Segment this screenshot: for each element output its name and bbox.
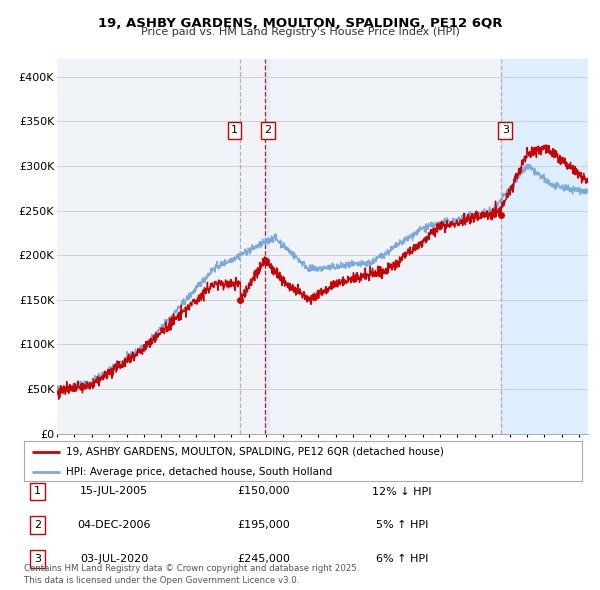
Text: £150,000: £150,000 [238, 487, 290, 496]
Text: 03-JUL-2020: 03-JUL-2020 [80, 554, 148, 563]
Text: Contains HM Land Registry data © Crown copyright and database right 2025.
This d: Contains HM Land Registry data © Crown c… [24, 565, 359, 585]
Text: 5% ↑ HPI: 5% ↑ HPI [376, 520, 428, 530]
Bar [265, 59, 269, 434]
Text: 2: 2 [265, 125, 272, 135]
Text: 15-JUL-2005: 15-JUL-2005 [80, 487, 148, 496]
Text: 6% ↑ HPI: 6% ↑ HPI [376, 554, 428, 563]
Text: 04-DEC-2006: 04-DEC-2006 [77, 520, 151, 530]
Text: 3: 3 [34, 554, 41, 563]
Text: 12% ↓ HPI: 12% ↓ HPI [372, 487, 432, 496]
Text: 19, ASHBY GARDENS, MOULTON, SPALDING, PE12 6QR (detached house): 19, ASHBY GARDENS, MOULTON, SPALDING, PE… [66, 447, 444, 457]
Text: Price paid vs. HM Land Registry's House Price Index (HPI): Price paid vs. HM Land Registry's House … [140, 27, 460, 37]
Text: 2: 2 [34, 520, 41, 530]
Bar [501, 59, 588, 434]
Text: HPI: Average price, detached house, South Holland: HPI: Average price, detached house, Sout… [66, 467, 332, 477]
Text: 3: 3 [502, 125, 509, 135]
Text: 1: 1 [231, 125, 238, 135]
Text: £245,000: £245,000 [238, 554, 290, 563]
Text: 1: 1 [34, 487, 41, 496]
Text: 19, ASHBY GARDENS, MOULTON, SPALDING, PE12 6QR: 19, ASHBY GARDENS, MOULTON, SPALDING, PE… [98, 17, 502, 30]
Text: £195,000: £195,000 [238, 520, 290, 530]
